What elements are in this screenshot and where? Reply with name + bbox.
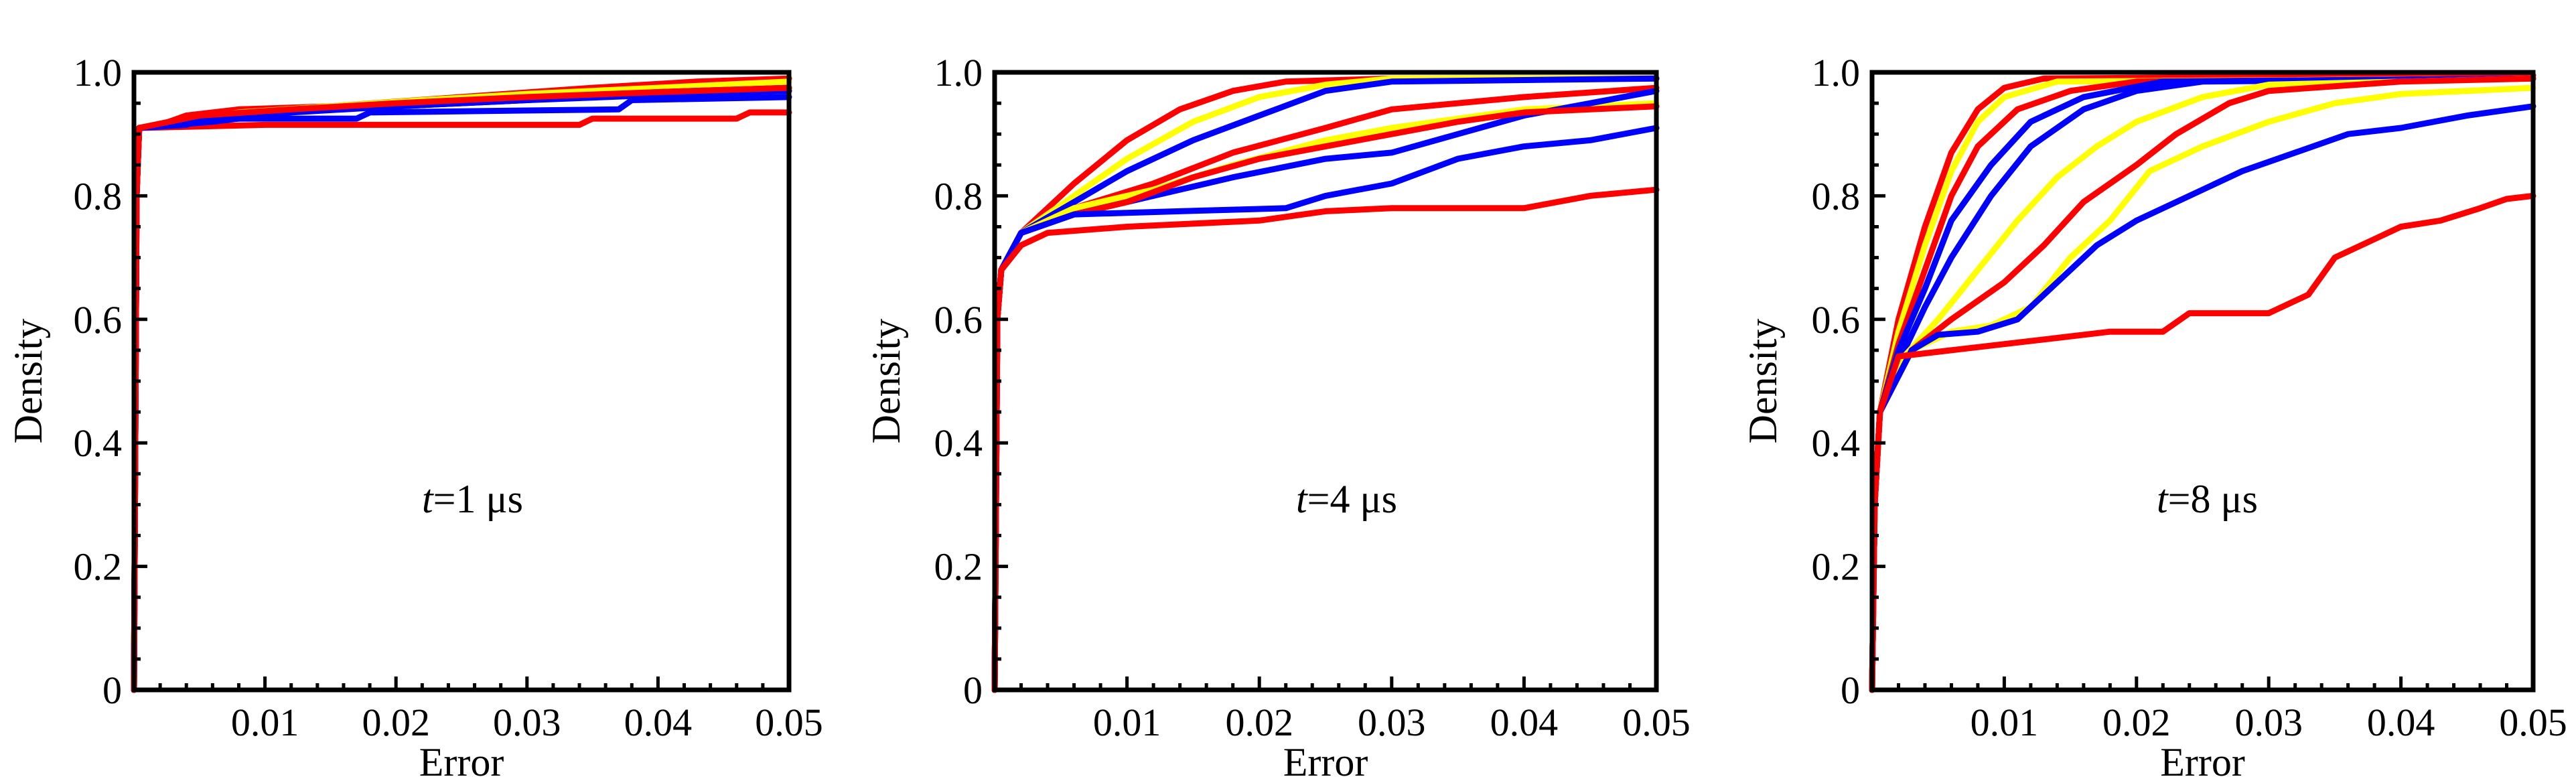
y-axis-label: Density (6, 319, 50, 444)
time-annotation: t=4 μs (1296, 477, 1397, 521)
x-axis-label: Error (419, 740, 504, 783)
y-tick-label: 0.8 (934, 174, 983, 218)
plot-frame (131, 70, 792, 693)
time-annotation: t=8 μs (2157, 477, 2258, 521)
series-layer (131, 75, 792, 693)
y-tick-label: 0.2 (1812, 545, 1861, 589)
y-tick-label: 0.6 (1812, 298, 1861, 342)
annotation-variable: t (1296, 477, 1308, 521)
x-tick-label: 0.01 (1093, 701, 1161, 744)
y-tick-label: 0.4 (1812, 421, 1861, 465)
series-line-9 (991, 186, 1660, 693)
y-tick-label: 0.6 (934, 298, 983, 342)
series-line-3 (1869, 75, 2536, 693)
series-line-5 (1869, 75, 2536, 693)
ticks-layer: 0 0.2 0.4 0.6 0.8 1.0 0.01 0.02 0.03 0.04 0.05 (934, 51, 1691, 744)
time-annotation: t=1 μs (422, 477, 523, 521)
series-line-4 (131, 84, 792, 693)
annotation-value: =4 μs (1307, 477, 1397, 521)
chart-panel-t1: 0 0.2 0.4 0.6 0.8 1.0 0.01 0.02 0.03 0.04 0.05 t=1… (6, 51, 823, 783)
x-tick-label: 0.04 (624, 701, 693, 744)
x-tick-label: 0.02 (362, 701, 430, 744)
series-line-7 (131, 84, 792, 693)
x-tick-label: 0.02 (1225, 701, 1293, 744)
ticks-layer: 0 0.2 0.4 0.6 0.8 1.0 0.01 0.02 0.03 0.04 0.05 (1812, 51, 2567, 744)
y-tick-label: 0.8 (74, 174, 123, 218)
series-line-8 (1869, 84, 2536, 693)
x-tick-label: 0.03 (493, 701, 561, 744)
series-line-1 (991, 75, 1660, 693)
x-tick-label: 0.03 (2234, 701, 2303, 744)
series-line-7 (1869, 75, 2536, 693)
y-tick-label: 0.4 (934, 421, 983, 465)
x-axis-label: Error (1283, 740, 1368, 783)
series-line-2 (131, 109, 792, 693)
y-tick-label: 0.2 (74, 545, 123, 589)
series-line-10 (1869, 192, 2536, 693)
series-layer (991, 75, 1660, 693)
y-axis-label: Density (864, 319, 908, 444)
chart-panel-t8: 0 0.2 0.4 0.6 0.8 1.0 0.01 0.02 0.03 0.04 0.05 t=8… (1741, 51, 2567, 783)
x-tick-label: 0.02 (2102, 701, 2171, 744)
series-line-6 (1869, 75, 2536, 693)
x-tick-label: 0.01 (1971, 701, 2039, 744)
y-tick-label: 0.6 (74, 298, 123, 342)
series-line-1 (131, 75, 792, 693)
ticks-layer: 0 0.2 0.4 0.6 0.8 1.0 0.01 0.02 0.03 0.04 0.05 (74, 51, 823, 744)
series-line-2 (1869, 75, 2536, 693)
y-tick-label: 0 (963, 668, 983, 712)
annotation-value: =1 μs (433, 477, 523, 521)
series-line-3 (131, 78, 792, 693)
series-line-1 (1869, 72, 2536, 693)
x-tick-label: 0.05 (1622, 701, 1691, 744)
y-tick-label: 0.8 (1812, 174, 1861, 218)
series-line-4 (991, 84, 1660, 693)
x-tick-label: 0.01 (231, 701, 299, 744)
y-tick-label: 0.4 (74, 421, 123, 465)
annotation-value: =8 μs (2168, 477, 2258, 521)
annotation-variable: t (2157, 477, 2169, 521)
x-tick-label: 0.03 (1358, 701, 1426, 744)
series-line-5 (131, 94, 792, 693)
x-tick-label: 0.05 (2499, 701, 2567, 744)
annotation-variable: t (422, 477, 434, 521)
series-line-6 (131, 88, 792, 693)
x-tick-label: 0.04 (1490, 701, 1559, 744)
x-tick-label: 0.05 (755, 701, 823, 744)
y-tick-label: 0 (102, 668, 122, 712)
y-axis-label: Density (1741, 319, 1785, 444)
y-tick-label: 1.0 (934, 51, 983, 94)
chart-panel-t4: 0 0.2 0.4 0.6 0.8 1.0 0.01 0.02 0.03 0.04 0.05 t=4… (864, 51, 1691, 783)
series-line-9 (1869, 103, 2536, 693)
series-layer (1869, 72, 2536, 693)
series-line-4 (1869, 75, 2536, 693)
y-tick-label: 0.2 (934, 545, 983, 589)
y-tick-label: 1.0 (1812, 51, 1861, 94)
y-tick-label: 0 (1841, 668, 1860, 712)
x-tick-label: 0.04 (2367, 701, 2435, 744)
y-tick-label: 1.0 (74, 51, 123, 94)
x-axis-label: Error (2160, 740, 2245, 783)
